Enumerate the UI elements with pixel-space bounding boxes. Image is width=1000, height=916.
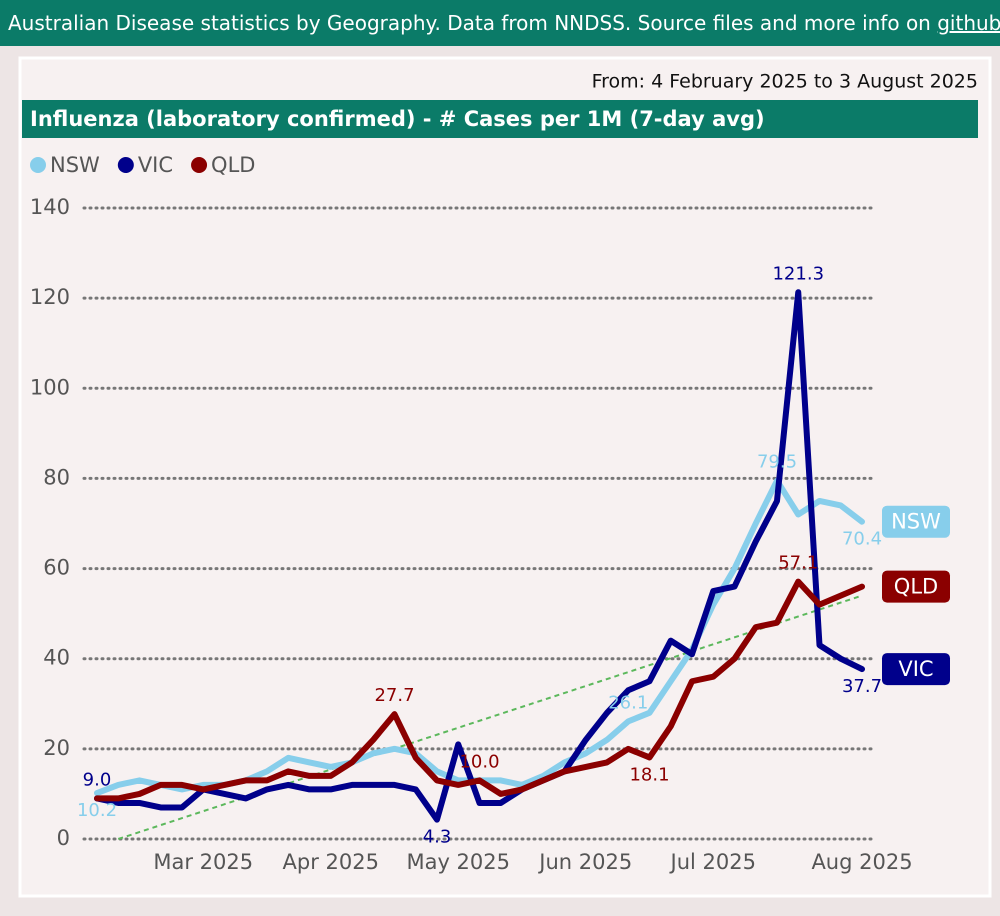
data-label: 4.3 (423, 827, 452, 848)
subtitle: From: 4 February 2025 to 3 August 2025 (592, 71, 978, 93)
data-label: 121.3 (772, 263, 824, 284)
legend-marker (30, 157, 46, 173)
end-label-box (882, 570, 950, 603)
end-label: NSW (891, 510, 941, 534)
y-tick-label: 80 (43, 465, 70, 489)
x-tick-label: Jun 2025 (537, 850, 632, 874)
x-tick-label: Apr 2025 (283, 850, 379, 874)
end-label: VIC (898, 657, 933, 681)
end-label-box (882, 653, 950, 686)
legend-label: NSW (50, 153, 100, 177)
y-tick-label: 100 (30, 375, 70, 399)
end-label-box (882, 505, 950, 538)
legend-marker (191, 157, 208, 173)
data-label: 57.1 (778, 553, 818, 574)
y-tick-label: 140 (30, 195, 70, 219)
legend-label: VIC (138, 153, 173, 177)
data-label: 70.4 (842, 529, 882, 550)
x-tick-label: May 2025 (406, 850, 510, 874)
legend-label: QLD (211, 153, 255, 177)
header-text: Australian Disease statistics by Geograp… (8, 11, 937, 35)
y-tick-label: 120 (30, 285, 70, 309)
header-bar (0, 0, 1000, 46)
series-line (94, 578, 865, 802)
legend-marker (117, 157, 134, 173)
data-label: 37.7 (842, 676, 882, 697)
header: Australian Disease statistics by Geograp… (8, 11, 1000, 35)
data-label: 26.1 (608, 692, 648, 713)
data-label: 18.1 (629, 764, 669, 785)
title-bar (22, 100, 978, 138)
y-tick-label: 20 (43, 736, 70, 760)
data-label: 10.0 (459, 751, 499, 772)
chart-title: Influenza (laboratory confirmed) - # Cas… (30, 107, 765, 131)
y-tick-label: 0 (57, 826, 70, 850)
y-tick-label: 60 (43, 556, 70, 580)
x-tick-label: Mar 2025 (153, 850, 253, 874)
x-tick-label: Jul 2025 (669, 850, 756, 874)
data-label: 9.0 (83, 769, 112, 790)
series-line (94, 289, 865, 823)
data-label: 79.5 (757, 452, 797, 473)
data-label: 27.7 (374, 685, 414, 706)
end-label: QLD (894, 575, 938, 599)
github-link[interactable]: github (937, 11, 1000, 35)
data-label: 10.2 (77, 800, 117, 821)
x-tick-label: Aug 2025 (811, 850, 912, 874)
y-tick-label: 40 (43, 646, 70, 670)
